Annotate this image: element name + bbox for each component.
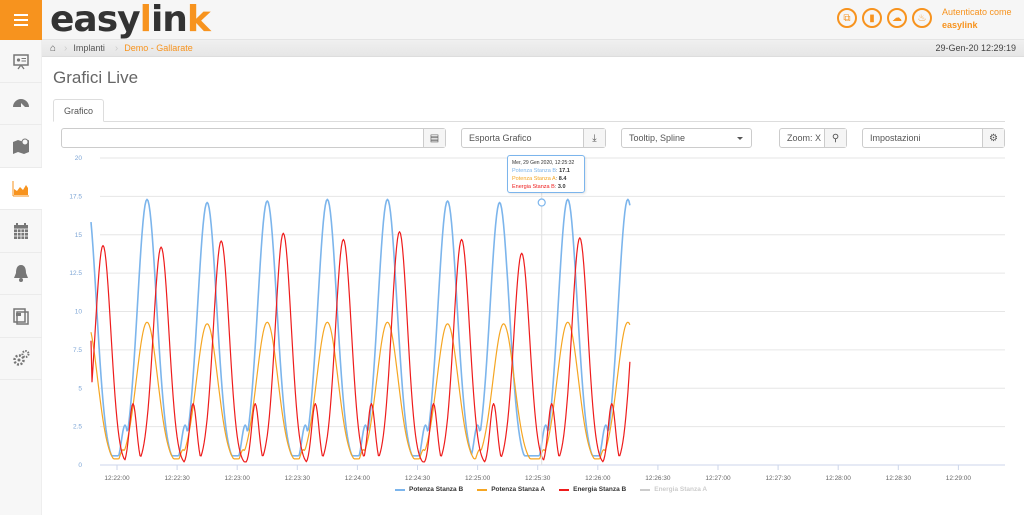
- sidebar: [0, 40, 42, 515]
- series-selector[interactable]: ▤: [61, 128, 446, 148]
- breadcrumb-item-impianti[interactable]: Implanti: [73, 43, 105, 53]
- calendar-icon: [14, 222, 28, 239]
- download-icon[interactable]: ⤓: [583, 129, 605, 147]
- hamburger-icon: [14, 19, 28, 21]
- cloud-icon[interactable]: ☁: [887, 8, 907, 28]
- chart-tooltip: Mer, 29 Gen 2020, 12:25:32 Potenza Stanz…: [507, 155, 585, 193]
- svg-text:12:25:00: 12:25:00: [465, 475, 491, 482]
- svg-text:5: 5: [78, 385, 82, 392]
- series-input[interactable]: [62, 129, 423, 147]
- svg-text:0: 0: [78, 462, 82, 469]
- svg-text:12:23:00: 12:23:00: [225, 475, 251, 482]
- gears-icon: [13, 350, 30, 366]
- settings-group: Impostazioni ⚙: [862, 128, 1005, 148]
- gears-icon[interactable]: ⚙: [982, 129, 1004, 147]
- zoom-group: Zoom: X ⚲: [779, 128, 847, 148]
- svg-text:10: 10: [75, 309, 83, 316]
- settings-label: Impostazioni: [870, 133, 921, 143]
- datetime: 29-Gen-20 12:29:19: [935, 43, 1016, 53]
- sidebar-item-presentation[interactable]: [0, 40, 42, 83]
- chevron-down-icon: [737, 137, 743, 140]
- sidebar-item-calendar[interactable]: [0, 210, 42, 253]
- svg-text:2.5: 2.5: [73, 424, 82, 431]
- svg-text:12:26:00: 12:26:00: [585, 475, 611, 482]
- chart-toolbar: ▤ Esporta Grafico ⤓ Tooltip, Spline Zoom…: [0, 128, 1024, 148]
- menu-toggle-button[interactable]: [0, 0, 42, 40]
- svg-text:12:23:30: 12:23:30: [285, 475, 311, 482]
- chart-legend: Potenza Stanza B Potenza Stanza A Energi…: [395, 486, 707, 493]
- svg-text:12:26:30: 12:26:30: [645, 475, 671, 482]
- svg-text:12:27:30: 12:27:30: [765, 475, 791, 482]
- export-label: Esporta Grafico: [469, 133, 532, 143]
- legend-item-potenza-a[interactable]: Potenza Stanza A: [477, 486, 545, 493]
- svg-text:12:24:30: 12:24:30: [405, 475, 431, 482]
- svg-text:12:27:00: 12:27:00: [705, 475, 731, 482]
- svg-text:12:28:30: 12:28:30: [886, 475, 912, 482]
- zoom-label: Zoom: X: [787, 133, 822, 143]
- tab-grafico[interactable]: Grafico: [53, 99, 105, 122]
- bell-icon: [14, 265, 28, 283]
- live-chart[interactable]: 0 2.5 5 7.5 10 12.5 15 17.5 20 12:22:00 12:22:30 12…: [50, 152, 1010, 497]
- map-icon: [13, 138, 29, 154]
- svg-text:17.5: 17.5: [69, 193, 82, 200]
- auth-info: Autenticato come easylink: [942, 6, 1012, 32]
- mode-select-value: Tooltip, Spline: [629, 133, 686, 143]
- bell-icon[interactable]: ♨: [912, 8, 932, 28]
- file-icon[interactable]: ▮: [862, 8, 882, 28]
- sidebar-item-charts[interactable]: [0, 167, 42, 210]
- svg-text:7.5: 7.5: [73, 347, 82, 354]
- zoom-in-icon[interactable]: ⚲: [824, 129, 846, 147]
- svg-text:12:28:00: 12:28:00: [826, 475, 852, 482]
- svg-text:15: 15: [75, 232, 83, 239]
- svg-text:12:29:00: 12:29:00: [946, 475, 972, 482]
- sidebar-item-dashboard[interactable]: [0, 83, 42, 125]
- legend-item-potenza-b[interactable]: Potenza Stanza B: [395, 486, 463, 493]
- auth-label: Autenticato come: [942, 7, 1012, 17]
- home-icon[interactable]: ⌂: [49, 42, 57, 54]
- sidebar-item-settings[interactable]: [0, 338, 42, 380]
- sidebar-item-alarms[interactable]: [0, 253, 42, 295]
- auth-user[interactable]: easylink: [942, 20, 978, 30]
- gauge-icon: [13, 99, 29, 108]
- copy-icon[interactable]: ⧉: [837, 8, 857, 28]
- svg-text:12:25:30: 12:25:30: [525, 475, 551, 482]
- svg-text:20: 20: [75, 155, 83, 162]
- legend-item-energia-b[interactable]: Energia Stanza B: [559, 486, 626, 493]
- area-chart-icon: [12, 181, 29, 197]
- tab-bar: Grafico: [53, 99, 1005, 122]
- sidebar-item-map[interactable]: [0, 125, 42, 168]
- svg-text:12:24:00: 12:24:00: [345, 475, 371, 482]
- report-icon: [13, 308, 29, 325]
- legend-item-energia-a[interactable]: Energia Stanza A: [640, 486, 707, 493]
- bar-chart-icon[interactable]: ▤: [423, 129, 445, 147]
- export-group: Esporta Grafico ⤓: [461, 128, 606, 148]
- logo: easy l in k: [50, 0, 211, 40]
- svg-text:12.5: 12.5: [69, 270, 82, 277]
- mode-select[interactable]: Tooltip, Spline: [621, 128, 752, 148]
- breadcrumb-item-current: Demo - Gallarate: [124, 43, 193, 53]
- page-title: Grafici Live: [53, 68, 139, 87]
- presentation-icon: [13, 54, 29, 70]
- svg-text:12:22:30: 12:22:30: [164, 475, 190, 482]
- svg-text:12:22:00: 12:22:00: [104, 475, 130, 482]
- top-bar: easy l in k ⧉ ▮ ☁ ♨ Autenticato come easyli…: [0, 0, 1024, 40]
- sidebar-item-reports[interactable]: [0, 295, 42, 338]
- breadcrumb: ⌂ › Implanti › Demo - Gallarate 29-Gen-2…: [42, 40, 1024, 57]
